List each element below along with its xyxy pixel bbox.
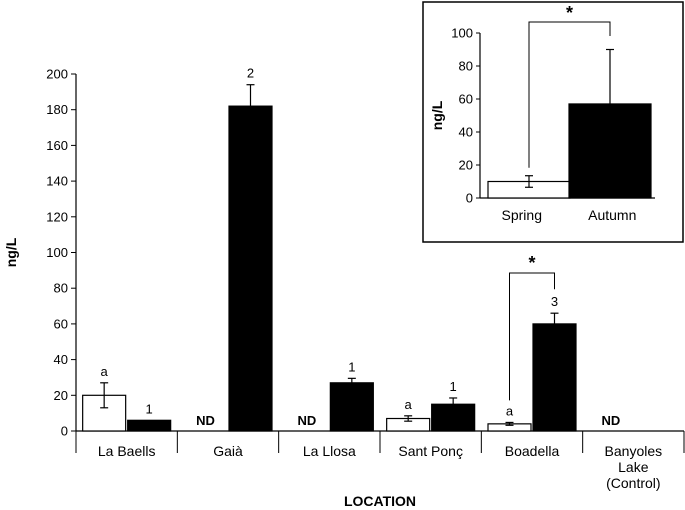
y-tick-label: 20 <box>54 388 68 403</box>
x-category-label: Gaià <box>213 443 243 459</box>
x-category-label-line: La Baells <box>98 443 156 459</box>
x-category-label-line: La Llosa <box>303 443 356 459</box>
inset-category-label: Autumn <box>588 207 636 223</box>
x-category-label: Boadella <box>505 443 560 459</box>
y-tick-label: 80 <box>54 281 68 296</box>
x-category-label-line: Sant Ponç <box>398 443 463 459</box>
bar-annotation: a <box>506 403 514 418</box>
y-axis-title: ng/L <box>3 237 19 267</box>
inset-y-tick-label: 80 <box>459 59 473 74</box>
y-tick-label: 120 <box>46 209 68 224</box>
y-tick-label: 100 <box>46 245 68 260</box>
nd-marker: ND <box>601 413 620 428</box>
y-tick-label: 60 <box>54 316 68 331</box>
x-category-label-line: (Control) <box>606 475 660 491</box>
inset-significance-marker: * <box>566 3 573 23</box>
bar <box>329 382 374 432</box>
significance-marker: * <box>528 253 535 273</box>
inset-y-tick-label: 60 <box>459 92 473 107</box>
nd-marker: ND <box>196 413 215 428</box>
inset-y-tick-label: 0 <box>466 191 473 206</box>
inset-significance-bracket <box>528 21 611 168</box>
y-tick-label: 140 <box>46 174 68 189</box>
x-category-label: Sant Ponç <box>398 443 463 459</box>
bar-annotation: a <box>405 397 413 412</box>
bar <box>127 419 172 432</box>
y-tick-label: 40 <box>54 352 68 367</box>
y-tick-label: 160 <box>46 138 68 153</box>
bar-annotation: 3 <box>551 294 558 309</box>
inset-y-tick-label: 20 <box>459 158 473 173</box>
bar-annotation: 1 <box>348 359 355 374</box>
significance-bracket <box>509 272 555 401</box>
x-category-label: La Llosa <box>303 443 356 459</box>
bar-annotation: 1 <box>146 401 153 416</box>
bar-annotation: 2 <box>247 66 254 81</box>
inset-y-tick-label: 40 <box>459 125 473 140</box>
inset-y-tick-label: 100 <box>451 26 473 41</box>
bar <box>228 105 273 432</box>
y-tick-label: 200 <box>46 67 68 82</box>
x-axis-title: LOCATION <box>344 493 416 509</box>
bar <box>532 323 577 432</box>
x-category-label-line: Banyoles <box>605 443 663 459</box>
x-category-label: La Baells <box>98 443 156 459</box>
inset-category-label: Spring <box>502 207 542 223</box>
bar-annotation: a <box>101 364 109 379</box>
inset-bar-chart: 0 20 40 60 80 100 Spring Autumn * ng/L <box>422 1 684 243</box>
y-tick-label: 180 <box>46 102 68 117</box>
nd-marker: ND <box>297 413 316 428</box>
bar-annotation: 1 <box>450 379 457 394</box>
y-tick-label: 0 <box>61 424 68 439</box>
x-category-label: Banyoles Lake (Control) <box>605 443 663 491</box>
x-category-label-line: Boadella <box>505 443 560 459</box>
inset-y-axis-title: ng/L <box>429 100 445 130</box>
x-category-label-line: Lake <box>618 459 649 475</box>
x-category-label-line: Gaià <box>213 443 243 459</box>
